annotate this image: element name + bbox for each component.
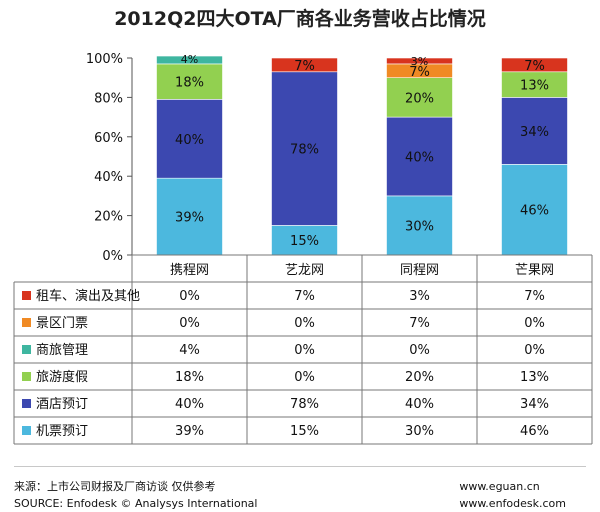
y-tick-label: 60% [94,131,123,146]
table-cell-value: 0% [524,343,545,358]
chart-title: 2012Q2四大OTA厂商各业务营收占比情况 [114,8,486,30]
category-label: 艺龙网 [285,263,324,278]
table-cell-value: 30% [405,424,434,439]
table-cell-value: 3% [409,289,430,304]
table-cell-value: 34% [520,397,549,412]
y-tick-label: 100% [86,52,123,67]
bar-segment [501,97,568,165]
legend-series-name: 酒店预订 [36,397,88,412]
table-cell-value: 78% [290,397,319,412]
bar-segment [271,57,338,73]
table-cell-value: 0% [294,316,315,331]
table-cell-value: 0% [179,289,200,304]
legend-swatch [22,345,31,354]
bar-data-label: 15% [290,234,319,249]
footer-source: 来源：上市公司财报及厂商访谈 仅供参考 SOURCE: Enfodesk © A… [14,478,257,512]
y-tick-label: 80% [94,91,123,106]
table-cell-value: 46% [520,424,549,439]
legend-swatch [22,399,31,408]
table-cell-value: 15% [290,424,319,439]
legend-swatch [22,426,31,435]
category-label: 同程网 [400,263,439,278]
y-tick-label: 40% [94,170,123,185]
bar-segment [501,57,568,73]
bar-data-label: 40% [405,151,434,166]
bar-data-label: 30% [405,219,434,234]
bar-data-label: 39% [175,211,204,226]
category-label: 携程网 [170,262,209,278]
legend-series-name: 旅游度假 [36,369,88,385]
bar-segment [386,57,453,65]
y-tick-label: 0% [102,249,123,264]
table-cell-value: 7% [409,316,430,331]
y-tick-label: 20% [94,210,123,225]
table-cell-value: 20% [405,370,434,385]
bar-segment [386,77,453,118]
table-cell-value: 0% [294,370,315,385]
legend-swatch [22,291,31,300]
bar-data-label: 7% [409,65,430,80]
table-cell-value: 7% [524,289,545,304]
bar-segment [156,177,223,256]
footer-sites: www.eguan.cn www.enfodesk.com [459,478,566,512]
table-cell-value: 13% [520,370,549,385]
table-cell-value: 4% [179,343,200,358]
legend-series-name: 租车、演出及其他 [36,288,140,304]
legend-series-name: 机票预订 [36,424,88,439]
bar-data-label: 18% [175,76,204,91]
bar-segment [501,164,568,256]
bar-segment [156,99,223,179]
table-cell-value: 39% [175,424,204,439]
table-cell-value: 18% [175,370,204,385]
bar-data-label: 40% [175,133,204,148]
bar-data-label: 7% [524,59,545,74]
table-cell-value: 7% [294,289,315,304]
table-cell-value: 40% [405,397,434,412]
table-cell-value: 0% [294,343,315,358]
category-label: 芒果网 [515,262,554,278]
bar-data-label: 4% [181,53,198,66]
legend-series-name: 景区门票 [36,316,88,331]
table-cell-value: 40% [175,397,204,412]
site-eguan-link[interactable]: www.eguan.cn [459,480,540,493]
bar-data-label: 46% [520,204,549,219]
stacked-bar-chart: 0% 20% 40% 60% 80% 100% 39% 40% 18% 4% 15% 78% 7% 30%… [13,52,593,445]
table-cell-value: 0% [409,343,430,358]
legend-swatch [22,372,31,381]
bar-data-label: 7% [294,59,315,74]
bar-data-label: 78% [290,143,319,158]
legend-swatch [22,318,31,327]
source-en-text: SOURCE: Enfodesk © Analysys Internationa… [14,497,258,510]
bar-data-label: 13% [520,79,549,94]
table-cell-value: 0% [524,316,545,331]
footer-divider [14,466,586,467]
bar-data-label: 34% [520,125,549,140]
site-enfodesk-link[interactable]: www.enfodesk.com [459,497,566,510]
table-cell-value: 0% [179,316,200,331]
bar-data-label: 20% [405,91,434,106]
bar-segment [386,116,453,197]
source-cn-text: 来源：上市公司财报及厂商访谈 仅供参考 [14,480,216,493]
bar-data-label: 3% [411,55,428,68]
bar-segment [156,55,223,65]
legend-series-name: 商旅管理 [36,343,88,358]
bar-segment [501,71,568,98]
